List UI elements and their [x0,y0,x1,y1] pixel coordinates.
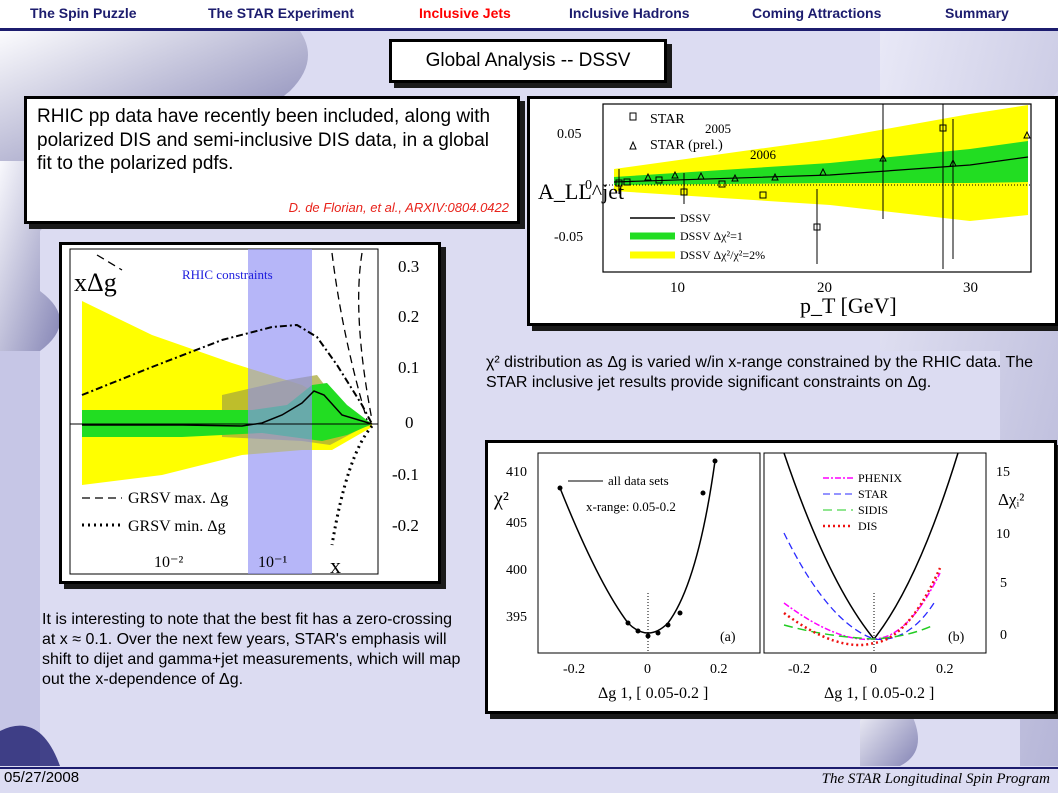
legend-star-prel: STAR (prel.) [650,138,723,153]
star-prel-points [644,104,1031,259]
legend-star: STAR [650,112,685,127]
nav-inclusive-jets[interactable]: Inclusive Jets [419,5,511,21]
summary-box: RHIC pp data have recently been included… [24,96,520,224]
panel-b-dis [783,567,942,647]
panel-a-range: x-range: 0.05-0.2 [586,499,676,514]
nav-star-experiment[interactable]: The STAR Experiment [208,5,354,21]
grsv-std-curve [81,323,373,425]
legend-phenix: PHENIX [858,471,902,485]
legend-sidis: SIDIS [858,503,888,517]
chi2-plots: all data sets x-range: 0.05-0.2 410 405 … [493,452,1024,702]
dssv-yellow-band [614,105,1028,221]
ytick: 405 [506,516,527,531]
legend-2006: 2006 [750,147,777,162]
all-jet-figure: STAR 2005 STAR (prel.) 2006 DSSV DSSV Δχ… [527,96,1058,326]
footer-program: The STAR Longitudinal Spin Program [821,771,1050,787]
citation: D. de Florian, et al., ARXIV:0804.0422 [288,200,509,215]
ytick: 0.1 [398,358,419,377]
xtick: 10 [670,280,685,296]
dssv-green-band [614,141,1028,185]
panel-a-ylabel: χ² [493,488,509,510]
panel-b-sidis [783,624,935,640]
xtick: 0.2 [936,662,954,677]
dssv-best-fit [82,390,373,427]
panel-b-phenix [783,572,941,641]
nav-spin-puzzle[interactable]: The Spin Puzzle [30,5,137,21]
xtick: 0.2 [710,662,728,677]
ytick: 0 [585,178,592,193]
panel-a-points [557,458,718,639]
x-axis-label: p_T [GeV] [800,293,897,318]
ytick: 5 [1000,576,1007,591]
dssv-line [613,156,1029,183]
panel-a-parabola [559,460,716,634]
nav-coming-attractions[interactable]: Coming Attractions [752,5,882,21]
xdg-plot: xΔg RHIC constraints GRSV max. Δg GRSV m… [69,248,419,578]
xtick: -0.2 [563,662,585,677]
top-nav: The Spin Puzzle The STAR Experiment Incl… [0,0,1058,31]
xtick: 10⁻² [154,554,183,571]
legend-dssv: DSSV [680,211,711,225]
legend-dssv-green: DSSV Δχ²=1 [680,229,743,243]
panel-a-xlabel: Δg 1, [ 0.05-0.2 ] [598,685,708,702]
ytick: -0.1 [392,465,419,484]
legend-grsv-min: GRSV min. Δg [128,518,226,535]
slide-title: Global Analysis -- DSSV [389,39,667,83]
legend-dis: DIS [858,519,877,533]
ytick: 0 [1000,628,1007,643]
ytick: 0.05 [557,127,582,142]
x-axis-label: x [330,553,341,578]
grsv-max-curve [96,252,373,421]
xtick: 30 [963,280,978,296]
ytick: 395 [506,610,527,625]
ytick: 10 [996,527,1010,542]
chi2-caption: χ² distribution as Δg is varied w/in x-r… [486,354,1034,391]
panel-b-star [783,532,935,640]
legend-star: STAR [858,487,888,501]
panel-b-ylabel: Δχᵢ² [998,490,1024,509]
ytick: 0 [405,413,414,432]
legend-dssv-yellow: DSSV Δχ²/χ²=2% [680,248,765,262]
legend-grsv-max: GRSV max. Δg [128,490,228,507]
rhic-constraint-band [248,249,312,574]
nav-inclusive-hadrons[interactable]: Inclusive Hadrons [569,5,690,21]
xtick: 10⁻¹ [258,554,287,571]
y-axis-label: xΔg [74,268,117,297]
ytick: 400 [506,563,527,578]
legend-2005: 2005 [705,121,731,136]
panel-b-xlabel: Δg 1, [ 0.05-0.2 ] [824,685,934,702]
xdg-figure: xΔg RHIC constraints GRSV max. Δg GRSV m… [59,242,441,584]
plot-frame [69,248,379,575]
panel-a-legend: all data sets [608,473,669,488]
xtick: 0 [870,662,877,677]
ytick: 0.2 [398,307,419,326]
ytick: -0.05 [554,230,583,245]
grsv-min-curve [330,425,374,546]
interpretation-note: It is interesting to note that the best … [42,611,461,688]
star-points [615,104,947,269]
rhic-constraints-label: RHIC constraints [182,267,273,282]
summary-text: RHIC pp data have recently been included… [37,106,491,174]
chi2-figure: all data sets x-range: 0.05-0.2 410 405 … [485,440,1057,714]
plot-frame [602,103,1032,273]
nav-summary[interactable]: Summary [945,5,1009,21]
panel-a-tag: (a) [720,630,736,645]
ytick: 0.3 [398,257,419,276]
ytick: 15 [996,465,1010,480]
ytick: 410 [506,465,527,480]
xtick: 20 [817,280,832,296]
panel-a-frame [537,452,761,654]
y-axis-label: A_LL^jet [538,179,624,204]
footer-date: 05/27/2008 [4,769,80,786]
ytick: -0.2 [392,516,419,535]
xtick: 0 [644,662,651,677]
footer-divider [0,767,1058,769]
panel-b-frame [763,452,987,654]
all-jet-plot: STAR 2005 STAR (prel.) 2006 DSSV DSSV Δχ… [538,103,1032,318]
panel-b-tag: (b) [948,630,965,645]
xtick: -0.2 [788,662,810,677]
